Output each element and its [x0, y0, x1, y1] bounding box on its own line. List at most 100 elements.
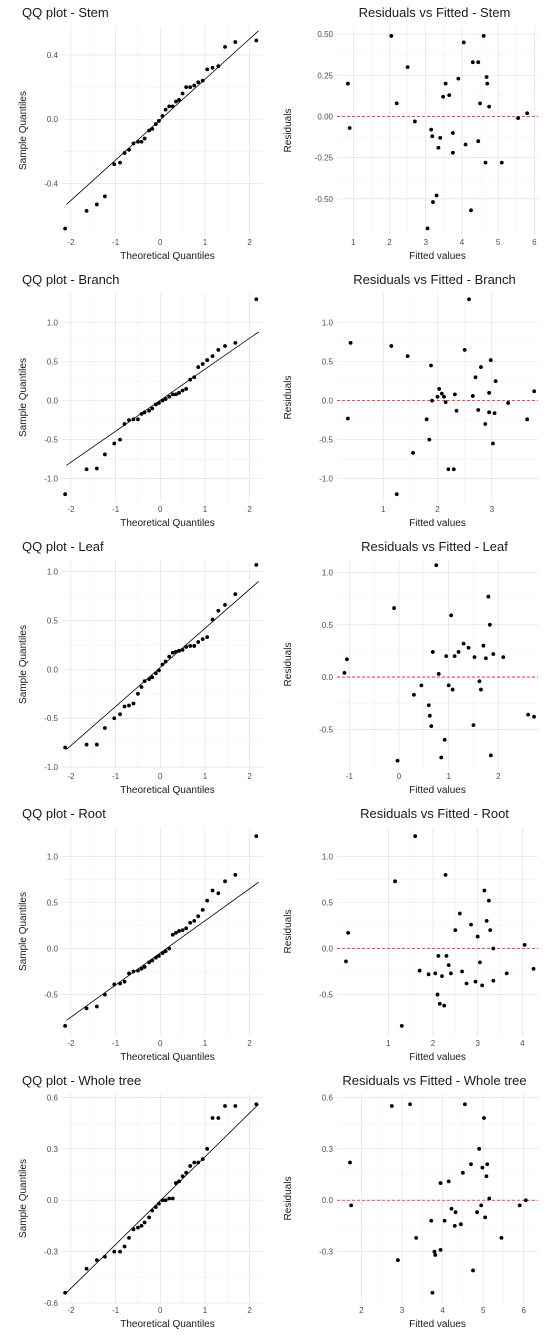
data-point — [122, 704, 127, 709]
x-tick-label: 2 — [247, 1306, 252, 1315]
x-tick-label: -1 — [346, 772, 354, 781]
chart-svg: -2 -1 0 1 2 -1.0 -0.5 0.0 0.5 1.0 QQ plot - Leaf Th… — [18, 539, 263, 796]
data-point — [63, 1023, 68, 1028]
data-point — [205, 635, 210, 640]
data-point — [442, 394, 446, 399]
data-point — [460, 969, 464, 974]
data-point — [431, 200, 435, 204]
data-point — [349, 1203, 354, 1208]
chart-title: Residuals vs Fitted - Root — [360, 806, 509, 821]
data-point — [174, 649, 178, 654]
chart-title: QQ plot - Leaf — [22, 539, 104, 554]
data-point — [254, 562, 259, 567]
y-tick-label: 1.0 — [47, 852, 59, 861]
data-point — [118, 437, 122, 442]
y-tick-label: 0.0 — [322, 397, 334, 406]
data-point — [532, 389, 537, 394]
y-tick-label: -0.5 — [319, 725, 333, 734]
y-tick-label: -1.0 — [319, 475, 333, 484]
data-point — [136, 417, 140, 422]
x-tick-label: 1 — [203, 1306, 208, 1315]
data-point — [112, 982, 117, 987]
x-tick-label: 1 — [203, 505, 208, 514]
data-point — [170, 650, 175, 655]
data-point — [435, 394, 440, 399]
data-point — [467, 297, 471, 302]
data-point — [479, 1203, 484, 1208]
y-axis-label: Residuals — [283, 910, 294, 954]
data-point — [436, 953, 441, 958]
x-tick-label: -1 — [112, 238, 120, 247]
data-point — [147, 960, 152, 965]
data-point — [188, 1164, 193, 1168]
data-point — [405, 65, 410, 70]
data-point — [167, 1196, 172, 1201]
data-point — [463, 1102, 467, 1107]
data-point — [446, 1179, 451, 1184]
chart-title: Residuals vs Fitted - Whole tree — [342, 1073, 526, 1088]
y-tick-label: -0.5 — [319, 991, 333, 1000]
y-tick-label: 0.0 — [322, 1196, 334, 1205]
data-point — [430, 134, 435, 139]
y-tick-label: 0.5 — [322, 621, 334, 630]
data-point — [389, 33, 394, 38]
data-point — [501, 655, 506, 660]
data-point — [430, 650, 435, 654]
data-point — [476, 60, 481, 65]
data-point — [147, 1215, 152, 1220]
data-point — [142, 136, 147, 141]
data-point — [223, 344, 227, 348]
data-point — [196, 1160, 201, 1165]
x-tick-label: -2 — [67, 1039, 75, 1048]
data-point — [439, 391, 444, 396]
data-point — [210, 354, 215, 359]
y-tick-label: 1.0 — [322, 319, 334, 328]
data-point — [444, 654, 449, 659]
data-point — [435, 992, 440, 997]
minor-gridlines — [337, 1094, 538, 1303]
data-point — [174, 1181, 178, 1185]
chart-svg: 2 3 4 5 6 -0.3 0.0 0.3 0.6 Residuals vs Fitted - … — [283, 1073, 538, 1330]
y-tick-label: 1.0 — [322, 852, 334, 861]
data-point — [153, 671, 158, 676]
data-point — [449, 971, 453, 976]
data-point — [205, 67, 210, 72]
data-point — [84, 467, 89, 472]
y-tick-label: 0.0 — [47, 1196, 59, 1205]
data-point — [412, 692, 416, 697]
data-point — [163, 949, 168, 954]
x-tick-label: -2 — [67, 505, 75, 514]
data-point — [480, 1165, 485, 1170]
data-point — [484, 75, 489, 79]
x-tick-label: 5 — [481, 1306, 486, 1315]
x-tick-label: 1 — [203, 238, 208, 247]
qq-plot-panel: -2 -1 0 1 2 -0.6 -0.3 0.0 0.3 0.6 QQ plot - Whole … — [0, 1068, 275, 1335]
data-point — [449, 1206, 454, 1211]
chart-svg: -2 -1 0 1 2 -0.4 0.0 0.4 QQ plot - Stem Theoretic… — [18, 5, 263, 262]
data-point — [342, 670, 347, 675]
data-point — [450, 687, 455, 692]
chart-svg: -1 0 1 2 -0.5 0.0 0.5 1.0 Residuals vs Fitted - … — [283, 539, 538, 796]
data-point — [160, 1198, 165, 1203]
data-point — [180, 1174, 185, 1179]
x-tick-label: 3 — [424, 238, 429, 247]
data-point — [460, 1170, 465, 1175]
data-point — [476, 408, 481, 412]
data-point — [94, 1258, 99, 1263]
data-point — [488, 753, 493, 758]
x-axis-label: Fitted values — [409, 251, 466, 262]
data-point — [180, 928, 185, 933]
minor-gridlines — [337, 560, 538, 769]
minor-gridlines — [62, 560, 263, 769]
y-tick-label: 0.50 — [317, 30, 333, 39]
data-point — [458, 1222, 463, 1227]
data-point — [170, 392, 175, 397]
data-point — [344, 959, 348, 964]
data-point — [84, 208, 89, 213]
data-point — [118, 981, 122, 986]
data-point — [233, 40, 238, 44]
data-point — [223, 603, 227, 607]
minor-gridlines — [62, 827, 263, 1036]
data-point — [118, 712, 122, 717]
data-point — [157, 1201, 161, 1206]
